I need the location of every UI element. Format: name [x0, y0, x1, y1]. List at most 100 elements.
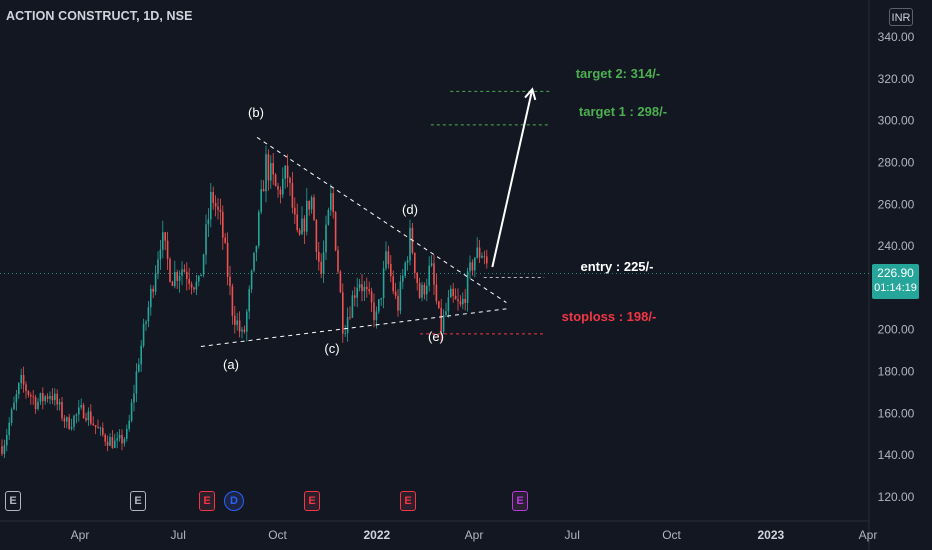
candle-body [474, 257, 476, 271]
dividend-event-icon[interactable]: D [224, 491, 244, 511]
candle-body [313, 197, 315, 221]
candle-body [378, 299, 380, 312]
wave-label-d: (d) [402, 202, 418, 217]
candle-body [327, 209, 330, 225]
candle-body [404, 262, 406, 276]
candle-body [82, 404, 85, 419]
candle-body [262, 189, 265, 192]
candle-body [190, 283, 193, 288]
y-tick-label: 320.00 [878, 72, 915, 86]
candle-body [121, 434, 123, 444]
candle-body [454, 295, 457, 300]
candle-body [330, 193, 332, 210]
candle-body [442, 315, 445, 332]
y-tick-label: 140.00 [878, 448, 915, 462]
symbol-title[interactable]: ACTION CONSTRUCT, 1D, NSE [6, 9, 193, 23]
arrow-head [524, 87, 537, 101]
y-tick-label: 120.00 [878, 490, 915, 504]
candle-body [399, 281, 402, 311]
candle-body [13, 402, 15, 410]
candle-body [114, 440, 116, 448]
stoploss-label: stoploss : 198/- [562, 309, 657, 324]
last-price-value: 226.90 [877, 266, 914, 280]
candle-body [464, 298, 466, 303]
candle-body [416, 272, 418, 284]
candle-body [445, 311, 447, 316]
candle-body [402, 275, 404, 282]
candle-body [147, 307, 150, 322]
earnings-event-icon[interactable]: E [304, 491, 320, 511]
projection-arrow[interactable] [491, 87, 537, 268]
earnings-event-icon[interactable]: E [512, 491, 528, 511]
trendline-upper [256, 136, 507, 303]
candle-body [483, 255, 486, 257]
level-lines[interactable] [420, 90, 550, 335]
candle-body [303, 218, 306, 232]
earnings-event-icon[interactable]: E [130, 491, 146, 511]
candle-body [438, 301, 440, 308]
candle-body [15, 394, 18, 403]
y-tick-label: 300.00 [878, 114, 915, 128]
candle-body [462, 298, 464, 305]
candle-body [87, 411, 90, 421]
candle-body [421, 284, 423, 298]
candle-body [58, 401, 61, 405]
candle-body [181, 269, 183, 276]
candle-body [310, 197, 313, 210]
candle-body [174, 272, 176, 287]
candle-body [217, 206, 219, 210]
candle-body [102, 427, 104, 435]
currency-button[interactable]: INR [889, 8, 913, 26]
x-tick-label: 2022 [363, 528, 390, 542]
candle-body [375, 311, 378, 321]
candle-body [154, 273, 157, 292]
candle-body [22, 375, 25, 385]
time-axis[interactable]: Apr Jul Oct 2022 Apr Jul Oct 2023 Apr [71, 528, 878, 542]
candle-body [97, 426, 99, 429]
candle-body [193, 287, 195, 290]
candle-body [123, 438, 126, 444]
candle-body [109, 437, 111, 446]
candle-body [332, 193, 334, 212]
candle-body [75, 414, 78, 416]
candle-body [178, 275, 181, 281]
candle-body [135, 371, 138, 394]
earnings-event-icon[interactable]: E [5, 491, 21, 511]
candle-body [277, 185, 279, 190]
candle-body [25, 384, 27, 392]
earnings-event-icon[interactable]: E [199, 491, 215, 511]
candle-body [157, 259, 159, 274]
last-price-badge: 226.90 01:14:19 [872, 264, 919, 299]
candle-body [481, 255, 483, 258]
candle-body [279, 189, 282, 195]
candle-body [440, 307, 442, 332]
candle-body [73, 415, 75, 427]
target2-label: target 2: 314/- [576, 66, 661, 81]
candle-body [435, 284, 438, 302]
candle-body [133, 393, 135, 403]
candle-body [195, 281, 198, 290]
wave-label-e: (e) [428, 329, 444, 344]
candle-body [32, 396, 34, 398]
candle-body [298, 229, 301, 235]
candle-body [70, 426, 73, 429]
candle-body [56, 393, 58, 405]
y-tick-label: 160.00 [878, 406, 915, 420]
candle-body [1, 446, 3, 454]
candle-body [361, 284, 363, 292]
candle-body [236, 320, 238, 325]
candle-body [205, 224, 207, 255]
triangle-trendlines[interactable] [200, 136, 507, 347]
candle-body [267, 154, 270, 181]
candle-body [351, 295, 354, 318]
candle-body [140, 345, 142, 365]
candle-body [94, 424, 97, 427]
candle-body [387, 251, 390, 264]
candle-body [46, 396, 49, 399]
candle-body [99, 427, 102, 429]
earnings-event-icon[interactable]: E [400, 491, 416, 511]
x-tick-label: Jul [171, 528, 186, 542]
bar-countdown: 01:14:19 [874, 282, 917, 294]
candle-body [385, 251, 387, 269]
